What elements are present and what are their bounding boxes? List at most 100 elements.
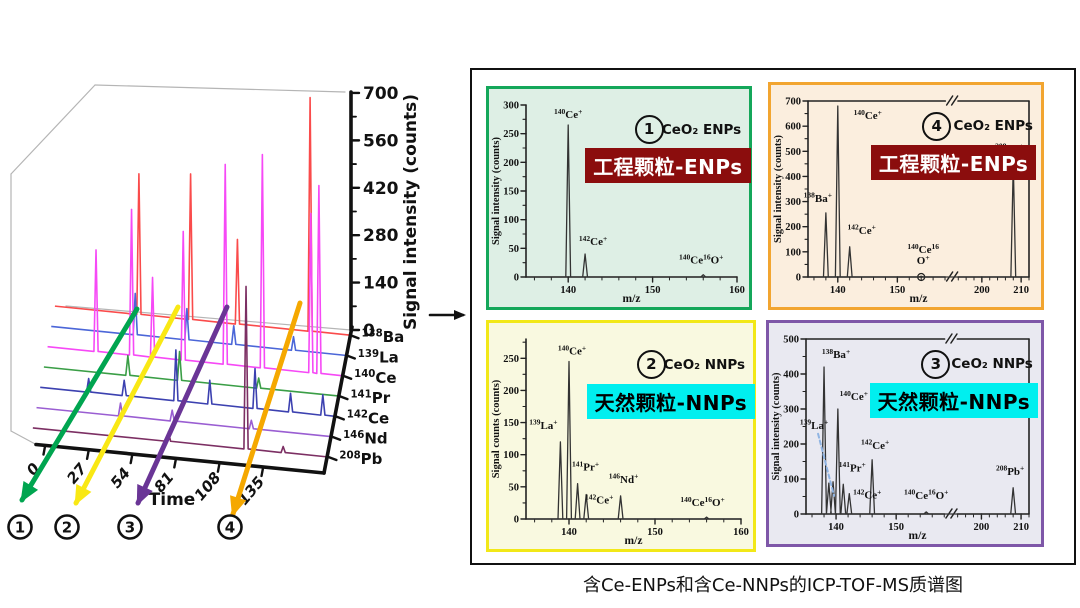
svg-text:139La+: 139La+: [529, 418, 557, 432]
peak-labels: 139La+ 140Ce+ 141Pr+ 142Ce+ 146Nd+ 140Ce16O+: [529, 343, 725, 509]
svg-text:50: 50: [509, 244, 520, 255]
svg-text:140Ce16O+: 140Ce16O+: [904, 488, 948, 502]
sample-label: CeO₂ ENPs: [953, 118, 1033, 135]
svg-text:146Nd: 146Nd: [343, 430, 388, 448]
svg-text:200: 200: [974, 522, 990, 533]
svg-text:142Ce: 142Ce: [347, 409, 389, 427]
engineered-particles-banner: 工程颗粒-ENPs: [585, 147, 751, 183]
svg-text:250: 250: [503, 129, 519, 140]
svg-text:140: 140: [828, 522, 844, 533]
svg-text:140Ce16O+: 140Ce16O+: [679, 253, 723, 267]
svg-text:100: 100: [503, 450, 519, 461]
svg-text:142Ce+: 142Ce+: [585, 492, 613, 506]
svg-text:150: 150: [888, 522, 904, 533]
svg-text:400: 400: [785, 172, 801, 183]
panel-number-badge: 4: [922, 111, 952, 141]
svg-text:0: 0: [514, 515, 519, 526]
svg-text:200: 200: [785, 222, 801, 233]
natural-particles-banner: 天然颗粒-NNPs: [869, 382, 1039, 418]
svg-text:140Ce+: 140Ce+: [558, 343, 586, 357]
spectrum-panel-4: 0 100 200 300 400 500 600 700 140 150 200 210 m/z Sig…: [768, 82, 1044, 310]
figure-caption: 含Ce-ENPs和含Ce-NNPs的ICP-TOF-MS质谱图: [582, 575, 964, 596]
event-number-badge-4: 4: [217, 514, 243, 540]
svg-text:142Ce+: 142Ce+: [861, 438, 889, 452]
sample-label: CeO₂ NNPs: [951, 356, 1033, 373]
svg-text:140Ce+: 140Ce+: [554, 107, 582, 121]
svg-text:700: 700: [785, 97, 801, 108]
svg-text:m/z: m/z: [625, 535, 643, 547]
svg-text:100: 100: [503, 215, 519, 226]
svg-text:560: 560: [363, 131, 399, 151]
spectrum-panel-2: 0 50 100 150 200 250 140 150 160 m/z Signal counts…: [486, 320, 756, 552]
svg-text:700: 700: [363, 84, 399, 104]
connector-arrow: [428, 310, 466, 320]
svg-text:150: 150: [503, 187, 519, 198]
svg-text:210: 210: [1013, 285, 1029, 296]
svg-text:280: 280: [363, 226, 399, 246]
svg-text:139La: 139La: [358, 349, 399, 367]
svg-text:140Ce+: 140Ce+: [840, 389, 868, 403]
event-arrow-2: [73, 304, 181, 506]
svg-text:300: 300: [783, 405, 799, 416]
axes: 0 100 200 300 400 500 600 700 140 150 200 210 m/z Sig…: [773, 95, 1030, 305]
svg-text:140Ce: 140Ce: [354, 369, 396, 387]
svg-text:Signal counts (counts): Signal counts (counts): [491, 379, 502, 478]
svg-text:100: 100: [785, 247, 801, 258]
svg-text:200: 200: [503, 386, 519, 397]
panel-number-badge: 3: [921, 349, 951, 379]
z-axis: 0 140 280 420 560 700 Signal intensity (counts…: [349, 84, 421, 341]
svg-text:420: 420: [363, 179, 399, 199]
spectrum-chart-3: 0 100 200 300 400 500 140 150 200 210 m/z Signal in…: [771, 333, 1030, 542]
svg-text:m/z: m/z: [909, 530, 927, 542]
svg-text:141Pr+: 141Pr+: [572, 459, 599, 473]
svg-text:108: 108: [191, 469, 225, 505]
svg-text:54: 54: [107, 464, 134, 492]
event-number-badge-2: 2: [54, 514, 80, 540]
peak-labels: 138Ba+ 139La+ 140Ce+ 141Pr+ 142Ce+ 142Ce+ 140C…: [800, 347, 1024, 502]
svg-text:Signal intensity (counts): Signal intensity (counts): [771, 372, 782, 480]
event-arrow-1: [19, 306, 140, 503]
svg-text:138Ba+: 138Ba+: [822, 347, 850, 361]
svg-text:150: 150: [645, 285, 661, 296]
waterfall-trace-140Ce: [47, 153, 344, 377]
spectrum-panel-3: 0 100 200 300 400 500 140 150 200 210 m/z Signal in…: [766, 320, 1044, 547]
peak-labels: 140Ce+ 142Ce+ 140Ce16O+: [554, 107, 723, 267]
svg-text:142Ce+: 142Ce+: [579, 234, 607, 248]
svg-text:141Pr: 141Pr: [350, 389, 390, 407]
spectrum-trace: [809, 105, 1028, 282]
svg-text:400: 400: [783, 370, 799, 381]
svg-text:141Pr+: 141Pr+: [839, 460, 866, 474]
svg-text:140Ce16: 140Ce16: [907, 242, 939, 256]
axes: 0 100 200 300 400 500 140 150 200 210 m/z Signal in…: [771, 333, 1030, 542]
svg-text:Signal intensity (counts): Signal intensity (counts): [773, 135, 784, 243]
spectrum-chart-1: 0 50 100 150 200 250 300 140 150 160 m/z Signal int…: [491, 101, 745, 306]
event-number-badge-1: 1: [7, 514, 33, 540]
svg-text:100: 100: [783, 475, 799, 486]
spectrum-trace: [527, 360, 740, 520]
panel-number-badge: 1: [634, 115, 664, 145]
svg-text:200: 200: [783, 440, 799, 451]
svg-text:140Ce16O+: 140Ce16O+: [680, 495, 724, 509]
event-arrow-4: [230, 300, 303, 517]
natural-particles-banner: 天然颗粒-NNPs: [586, 384, 756, 420]
svg-text:140: 140: [363, 274, 399, 294]
axes: 0 50 100 150 200 250 300 140 150 160 m/z Signal int…: [491, 101, 745, 306]
sample-label: CeO₂ NNPs: [663, 356, 746, 373]
svg-text:0: 0: [794, 510, 799, 521]
svg-text:0: 0: [796, 273, 801, 284]
svg-text:Signal intensity (counts): Signal intensity (counts): [491, 137, 502, 245]
spectrum-chart-2: 0 50 100 150 200 250 140 150 160 m/z Signal counts…: [491, 338, 749, 547]
svg-text:160: 160: [733, 527, 749, 538]
svg-text:208Pb+: 208Pb+: [996, 464, 1024, 478]
svg-text:m/z: m/z: [910, 293, 928, 305]
svg-text:140: 140: [560, 285, 576, 296]
spectrum-panel-1: 0 50 100 150 200 250 300 140 150 160 m/z Signal int…: [486, 86, 752, 310]
svg-text:0: 0: [514, 273, 519, 284]
engineered-particles-banner: 工程颗粒-ENPs: [870, 144, 1037, 180]
svg-text:3: 3: [125, 519, 135, 537]
spectra-group-box: 0 50 100 150 200 250 300 140 150 160 m/z Signal int…: [470, 68, 1076, 565]
svg-text:1: 1: [15, 519, 25, 537]
svg-text:m/z: m/z: [623, 293, 641, 305]
